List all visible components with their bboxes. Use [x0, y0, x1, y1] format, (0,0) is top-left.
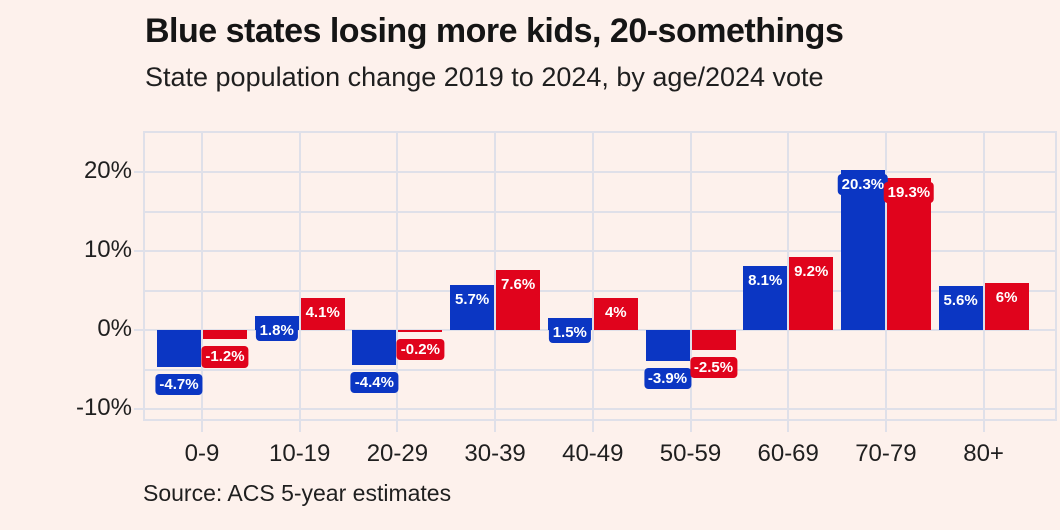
bar-value-label-blue-states-30-39: 5.7%	[450, 288, 494, 311]
x-axis-label-70-79: 70-79	[855, 440, 917, 467]
x-tick-mark-30-39	[494, 421, 497, 432]
x-axis-label-60-69: 60-69	[757, 440, 819, 467]
x-axis-label-80+: 80+	[963, 440, 1004, 467]
y-axis-label-0: 0%	[97, 315, 132, 342]
bar-value-label-blue-states-10-19: 1.8%	[255, 319, 298, 342]
bar-value-label-blue-states-20-29: -4.4%	[350, 371, 398, 393]
x-axis-label-50-59: 50-59	[659, 440, 722, 467]
v-gridline-30-39	[494, 131, 497, 421]
bar-value-label-blue-states-80+: 5.6%	[939, 289, 982, 311]
bar-value-label-red-states-70-79: 19.3%	[883, 181, 935, 203]
h-gridline-0	[143, 329, 1057, 331]
plot-bottom-border	[143, 419, 1057, 421]
bar-red-states-0-9	[203, 330, 247, 340]
bar-value-label-red-states-40-49: 4%	[600, 302, 631, 324]
y-axis-label-10: 10%	[83, 236, 132, 263]
chart-subtitle: State population change 2019 to 2024, by…	[145, 62, 824, 92]
x-tick-mark-20-29	[396, 421, 399, 432]
x-axis-label-40-49: 40-49	[562, 440, 624, 467]
plot-right-border	[1055, 131, 1057, 421]
x-axis-label-20-29: 20-29	[366, 440, 429, 467]
v-gridline-60-69	[787, 131, 790, 421]
source-note: Source: ACS 5-year estimates	[143, 480, 452, 506]
h-gridline--10	[143, 408, 1057, 410]
x-tick-mark-40-49	[591, 421, 594, 432]
bar-red-states-70-79	[886, 177, 931, 330]
v-gridline-10-19	[298, 131, 301, 421]
h-gridline-10	[143, 250, 1057, 252]
x-axis-label-0-9: 0-9	[184, 440, 220, 467]
chart-title: Blue states losing more kids, 20-somethi…	[145, 12, 844, 50]
y-tick-mark--10	[134, 408, 143, 410]
bar-value-label-blue-states-70-79: 20.3%	[837, 173, 889, 195]
x-axis-label-10-19: 10-19	[268, 440, 331, 467]
y-tick-mark-10	[134, 250, 143, 252]
plot-top-border	[143, 131, 1057, 133]
bar-value-label-red-states-0-9: -1.2%	[201, 346, 249, 368]
bar-value-label-red-states-10-19: 4.1%	[301, 301, 344, 323]
bar-value-label-blue-states-40-49: 1.5%	[548, 322, 591, 344]
bar-value-label-red-states-20-29: -0.2%	[396, 338, 444, 360]
v-gridline-20-29	[396, 131, 399, 421]
y-tick-mark-0	[134, 329, 143, 331]
bar-value-label-red-states-30-39: 7.6%	[496, 273, 540, 296]
y-tick-mark-20	[134, 171, 143, 173]
x-tick-mark-50-59	[689, 421, 692, 432]
bar-value-label-red-states-50-59: -2.5%	[689, 356, 738, 378]
y-axis-line	[143, 131, 145, 421]
bar-value-label-blue-states-0-9: -4.7%	[155, 374, 203, 396]
bar-blue-states-70-79	[840, 169, 885, 330]
x-tick-mark-80+	[982, 421, 985, 432]
bar-red-states-20-29	[398, 330, 443, 332]
h-gridline-20	[143, 171, 1057, 173]
bar-blue-states-50-59	[645, 330, 690, 361]
bar-blue-states-0-9	[157, 330, 201, 368]
v-gridline-0-9	[201, 131, 203, 421]
bar-value-label-blue-states-50-59: -3.9%	[643, 367, 692, 390]
x-tick-mark-60-69	[787, 421, 790, 432]
bar-blue-states-20-29	[352, 330, 397, 365]
y-axis-label-20: 20%	[83, 157, 132, 184]
bar-value-label-red-states-80+: 6%	[991, 286, 1022, 308]
x-tick-mark-10-19	[298, 421, 301, 432]
h-gridline-15	[143, 210, 1057, 213]
v-gridline-50-59	[689, 131, 692, 421]
x-axis-label-30-39: 30-39	[464, 440, 526, 467]
y-axis-label--10: -10%	[75, 394, 132, 421]
v-gridline-70-79	[884, 131, 887, 421]
h-gridline--5	[143, 368, 1057, 371]
h-gridline-5	[143, 289, 1057, 292]
bar-value-label-red-states-60-69: 9.2%	[790, 261, 833, 283]
v-gridline-40-49	[591, 131, 594, 421]
x-tick-mark-0-9	[201, 421, 203, 432]
x-tick-mark-70-79	[884, 421, 887, 432]
bar-red-states-50-59	[691, 330, 736, 350]
bar-value-label-blue-states-60-69: 8.1%	[744, 270, 787, 292]
v-gridline-80+	[982, 131, 985, 421]
